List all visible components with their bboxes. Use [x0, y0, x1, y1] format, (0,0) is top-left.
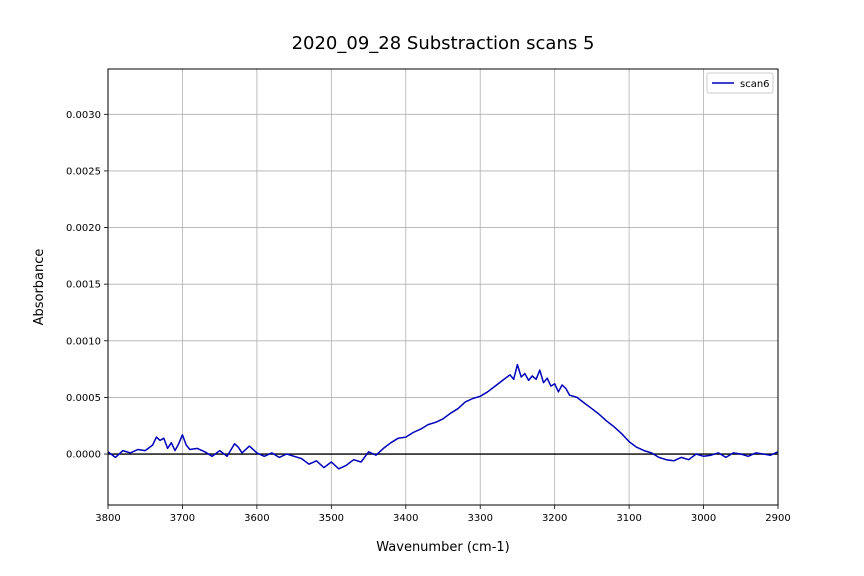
series-layer — [107, 363, 779, 470]
y-tick-label: 0.0030 — [66, 110, 101, 121]
y-tick-label: 0.0025 — [66, 166, 101, 177]
x-axis-ticks: 3800 3700 3600 3500 3400 3300 3200 3100 3000 2900 — [95, 505, 791, 524]
x-tick-label: 3400 — [393, 513, 418, 524]
x-tick-label: 3100 — [616, 513, 641, 524]
legend: scan6 — [706, 72, 774, 94]
x-tick-label: 3300 — [467, 513, 492, 524]
x-axis-label: Wavenumber (cm-1) — [376, 540, 509, 555]
x-tick-label: 3500 — [319, 513, 344, 524]
chart-title: 2020_09_28 Substraction scans 5 — [292, 33, 595, 54]
y-tick-label: 0.0015 — [66, 280, 101, 291]
x-tick-label: 2900 — [765, 513, 790, 524]
y-axis-label: Absorbance — [32, 249, 47, 326]
x-tick-label: 3800 — [95, 513, 120, 524]
plot-area-frame — [107, 68, 779, 506]
y-tick-label: 0.0020 — [66, 223, 101, 234]
x-tick-label: 3000 — [691, 513, 716, 524]
x-tick-label: 3200 — [542, 513, 567, 524]
x-tick-label: 3700 — [170, 513, 195, 524]
y-axis-ticks: 0.0000 0.0005 0.0010 0.0015 0.0020 0.0025 0.00… — [66, 110, 108, 461]
y-tick-label: 0.0000 — [66, 450, 101, 461]
x-tick-label: 3600 — [244, 513, 269, 524]
legend-label-scan6: scan6 — [740, 79, 770, 90]
legend-box — [706, 72, 774, 94]
y-tick-label: 0.0005 — [66, 393, 101, 404]
y-tick-label: 0.0010 — [66, 336, 101, 347]
series-line-scan6 — [107, 363, 779, 470]
